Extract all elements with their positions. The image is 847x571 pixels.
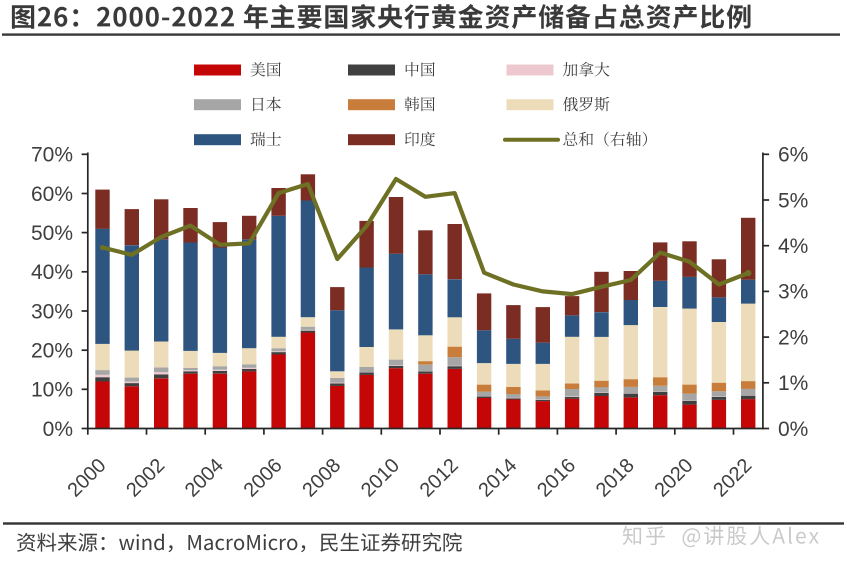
svg-text:2022: 2022	[709, 454, 756, 501]
svg-text:70%: 70%	[31, 144, 73, 167]
svg-text:2004: 2004	[181, 454, 228, 501]
svg-text:2008: 2008	[298, 454, 345, 501]
svg-text:2%: 2%	[778, 326, 808, 349]
svg-text:2014: 2014	[474, 454, 521, 501]
svg-text:60%: 60%	[31, 183, 73, 206]
svg-text:5%: 5%	[778, 189, 808, 212]
svg-text:2006: 2006	[240, 454, 287, 501]
svg-text:2018: 2018	[592, 454, 639, 501]
svg-text:6%: 6%	[778, 144, 808, 167]
svg-text:50%: 50%	[31, 222, 73, 245]
svg-text:2016: 2016	[533, 454, 580, 501]
svg-text:2010: 2010	[357, 454, 404, 501]
svg-text:2012: 2012	[416, 454, 463, 501]
svg-text:4%: 4%	[778, 235, 808, 258]
svg-text:20%: 20%	[31, 340, 73, 363]
svg-text:40%: 40%	[31, 261, 73, 284]
svg-text:3%: 3%	[778, 281, 808, 304]
svg-text:0%: 0%	[778, 418, 808, 441]
svg-text:10%: 10%	[31, 379, 73, 402]
svg-text:1%: 1%	[778, 372, 808, 395]
svg-text:2020: 2020	[651, 454, 698, 501]
svg-text:2000: 2000	[64, 454, 111, 501]
svg-text:0%: 0%	[43, 418, 73, 441]
svg-text:2002: 2002	[122, 454, 169, 501]
svg-text:30%: 30%	[31, 300, 73, 323]
